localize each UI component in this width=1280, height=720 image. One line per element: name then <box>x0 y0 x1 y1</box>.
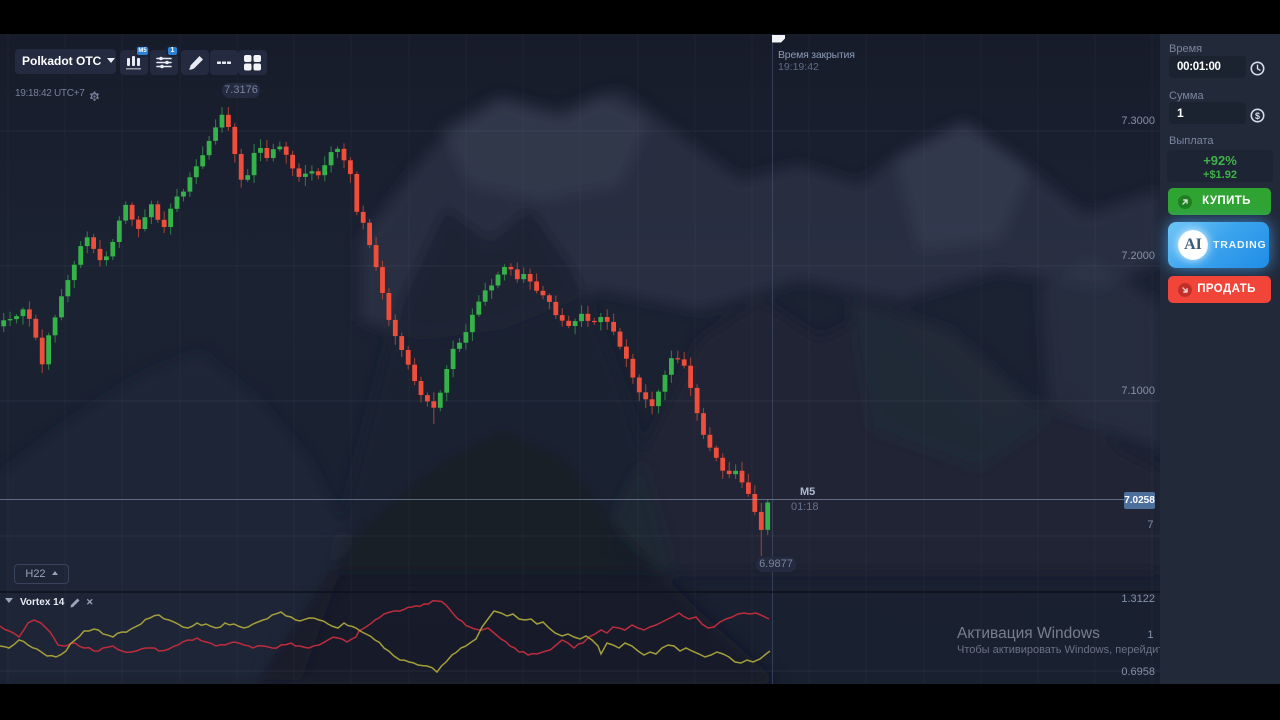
svg-text:$: $ <box>1255 111 1260 121</box>
